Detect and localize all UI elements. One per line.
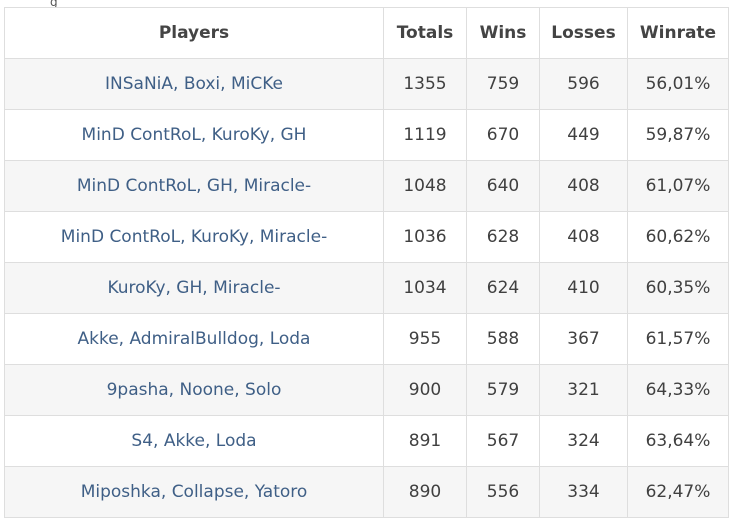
wins-cell: 759 <box>466 58 540 110</box>
table-row: 9pasha, Noone, Solo 900 579 321 64,33% <box>4 364 729 416</box>
losses-cell: 367 <box>539 313 628 365</box>
totals-cell: 890 <box>383 466 467 518</box>
winrate-cell: 60,35% <box>627 262 729 314</box>
players-cell: MinD ContRoL, KuroKy, GH <box>4 109 384 161</box>
cropped-caption-text: g <box>50 0 58 7</box>
players-column-header: Players <box>4 7 384 59</box>
table-row: S4, Akke, Loda 891 567 324 63,64% <box>4 415 729 467</box>
losses-cell: 596 <box>539 58 628 110</box>
totals-cell: 891 <box>383 415 467 467</box>
winrate-cell: 60,62% <box>627 211 729 263</box>
players-cell: MinD ContRoL, KuroKy, Miracle- <box>4 211 384 263</box>
table-row: INSaNiA, Boxi, MiCKe 1355 759 596 56,01% <box>4 58 729 110</box>
totals-cell: 900 <box>383 364 467 416</box>
players-cell: 9pasha, Noone, Solo <box>4 364 384 416</box>
wins-cell: 556 <box>466 466 540 518</box>
losses-column-header: Losses <box>539 7 628 59</box>
losses-cell: 334 <box>539 466 628 518</box>
winrate-cell: 59,87% <box>627 109 729 161</box>
players-cell: KuroKy, GH, Miracle- <box>4 262 384 314</box>
wins-cell: 640 <box>466 160 540 212</box>
table-row: MinD ContRoL, GH, Miracle- 1048 640 408 … <box>4 160 729 212</box>
players-cell: INSaNiA, Boxi, MiCKe <box>4 58 384 110</box>
losses-cell: 324 <box>539 415 628 467</box>
wins-cell: 588 <box>466 313 540 365</box>
players-cell: S4, Akke, Loda <box>4 415 384 467</box>
players-cell: Miposhka, Collapse, Yatoro <box>4 466 384 518</box>
winrate-cell: 56,01% <box>627 58 729 110</box>
losses-cell: 408 <box>539 160 628 212</box>
totals-cell: 1036 <box>383 211 467 263</box>
cropped-caption-strip: g <box>0 0 730 7</box>
winrate-cell: 63,64% <box>627 415 729 467</box>
table-row: MinD ContRoL, KuroKy, Miracle- 1036 628 … <box>4 211 729 263</box>
wins-column-header: Wins <box>466 7 540 59</box>
winrate-column-header: Winrate <box>627 7 729 59</box>
winrate-cell: 61,57% <box>627 313 729 365</box>
totals-column-header: Totals <box>383 7 467 59</box>
totals-cell: 1048 <box>383 160 467 212</box>
totals-cell: 1119 <box>383 109 467 161</box>
winrate-cell: 64,33% <box>627 364 729 416</box>
table-header-row: Players Totals Wins Losses Winrate <box>4 7 729 59</box>
losses-cell: 449 <box>539 109 628 161</box>
totals-cell: 1355 <box>383 58 467 110</box>
players-cell: Akke, AdmiralBulldog, Loda <box>4 313 384 365</box>
losses-cell: 408 <box>539 211 628 263</box>
wins-cell: 567 <box>466 415 540 467</box>
wins-cell: 624 <box>466 262 540 314</box>
losses-cell: 410 <box>539 262 628 314</box>
players-cell: MinD ContRoL, GH, Miracle- <box>4 160 384 212</box>
table-row: MinD ContRoL, KuroKy, GH 1119 670 449 59… <box>4 109 729 161</box>
wins-cell: 579 <box>466 364 540 416</box>
wins-cell: 628 <box>466 211 540 263</box>
losses-cell: 321 <box>539 364 628 416</box>
wins-cell: 670 <box>466 109 540 161</box>
winrate-cell: 61,07% <box>627 160 729 212</box>
player-trio-stats-table: Players Totals Wins Losses Winrate INSaN… <box>4 7 729 518</box>
totals-cell: 955 <box>383 313 467 365</box>
totals-cell: 1034 <box>383 262 467 314</box>
winrate-cell: 62,47% <box>627 466 729 518</box>
table-row: Akke, AdmiralBulldog, Loda 955 588 367 6… <box>4 313 729 365</box>
table-row: Miposhka, Collapse, Yatoro 890 556 334 6… <box>4 466 729 518</box>
table-row: KuroKy, GH, Miracle- 1034 624 410 60,35% <box>4 262 729 314</box>
